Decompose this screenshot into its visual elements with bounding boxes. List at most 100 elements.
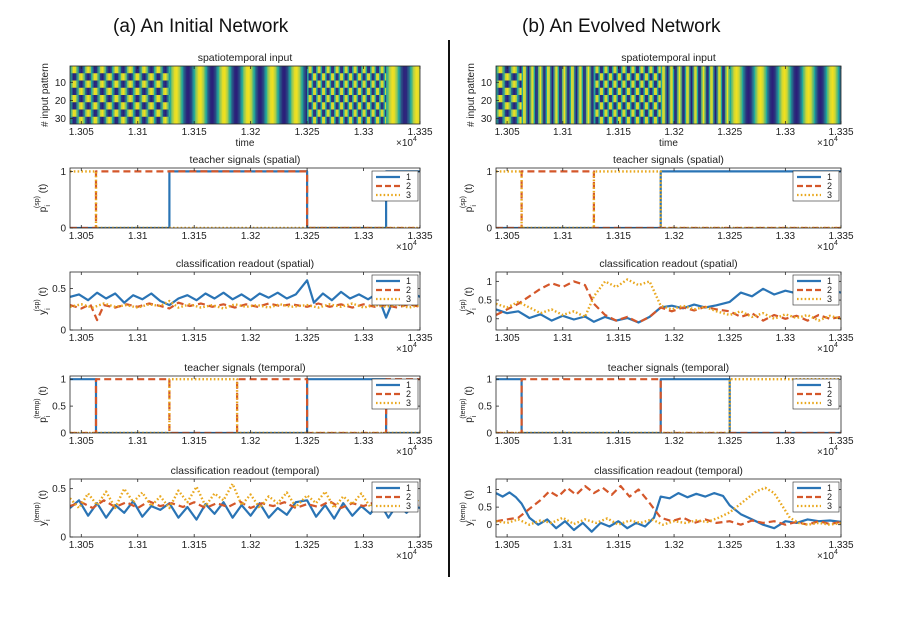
heatmap-cell [500,113,503,118]
heatmap-cell [328,80,330,85]
heatmap-cell [311,84,314,89]
heatmap-cell [566,66,569,124]
heatmap-cell [359,105,362,110]
heatmap-cell [777,66,780,124]
heatmap-cell [713,66,716,124]
heatmap-cell [647,120,650,124]
heatmap-cell [74,69,77,74]
heatmap-cell [314,76,317,81]
heatmap-cell [106,95,108,99]
heatmap-cell [343,102,345,107]
heatmap-cell [83,105,86,110]
heatmap-cell [634,113,637,118]
heatmap-cell [364,76,366,81]
heatmap-cell [89,76,92,81]
heatmap-cell [329,98,332,103]
heatmap-cell [169,84,170,89]
heatmap-cell [659,69,662,74]
y-axis-label: yi(sp) (t) [34,287,52,315]
heatmap-cell [610,116,613,121]
heatmap-cell [155,120,158,124]
heatmap-cell [94,87,96,92]
heatmap-cell [89,87,92,92]
heatmap-cell [274,66,277,124]
heatmap-cell [163,66,165,70]
heatmap-cell [340,80,342,85]
heatmap-cell [619,98,622,103]
heatmap-cell [89,69,92,74]
heatmap-cell [182,66,185,124]
heatmap-cell [338,98,341,103]
heatmap-cell [118,73,120,78]
y-tick-label: 30 [55,114,67,125]
heatmap-cell [77,105,80,110]
heatmap-cell [499,113,501,118]
heatmap-cell [127,98,129,103]
heatmap-cell [514,95,516,99]
heatmap-cell [617,113,620,118]
heatmap-cell [604,76,607,81]
heatmap-cell [148,69,150,74]
heatmap-cell [374,109,377,114]
heatmap-cell [314,113,317,118]
heatmap-cell [130,102,132,107]
heatmap-cell [658,98,661,103]
heatmap-cell [658,66,661,70]
heatmap-cell [110,73,113,78]
heatmap-cell [328,116,330,121]
heatmap-cell [145,105,147,110]
heatmap-cell [622,102,625,107]
heatmap-cell [343,80,345,85]
x-exponent: ×104 [396,549,417,562]
heatmap-cell [350,120,353,124]
heatmap-cell [509,69,512,74]
heatmap-cell [161,80,164,85]
heatmap-cell [644,84,647,89]
heatmap-cell [646,80,649,85]
heatmap-cell [154,113,156,118]
heatmap-cell [638,102,641,107]
heatmap-cell [344,120,347,124]
heatmap-cell [272,66,275,124]
heatmap-cell [352,73,354,78]
heatmap-cell [631,109,634,114]
heatmap-cell [100,66,102,70]
heatmap-cell [536,66,539,124]
heatmap-cell [502,69,504,74]
heatmap-cell [157,95,159,99]
heatmap-cell [313,69,315,74]
heatmap-cell [643,84,646,89]
heatmap-cell [620,66,623,70]
heatmap-cell [367,120,369,124]
heatmap-cell [325,87,327,92]
heatmap-cell [143,91,146,96]
heatmap-cell [743,66,746,124]
x-tick-label: 1.32 [241,540,261,551]
heatmap-cell [344,80,347,85]
heatmap-cell [74,105,77,110]
heatmap-cell [640,73,643,78]
heatmap-cell [656,102,659,107]
heatmap-cell [148,120,150,124]
heatmap-cell [550,66,552,124]
heatmap-cell [332,98,335,103]
heatmap-cell [122,102,125,107]
heatmap-cell [101,69,104,74]
heatmap-cell [632,109,635,114]
heatmap-cell [107,84,110,89]
heatmap-cell [314,116,317,121]
heatmap-cell [154,76,156,81]
heatmap-cell [227,66,230,124]
heatmap-cell [646,87,649,92]
heatmap-cell [506,116,509,121]
heatmap-cell [91,102,93,107]
heatmap-cell [326,120,329,124]
chart-teacher-signals-temporal-: teacher signals (temporal)00.511.305 1.31… [34,362,433,458]
heatmap-cell [619,113,622,118]
heatmap-cell [98,113,101,118]
heatmap-cell [520,91,522,96]
heatmap-cell [374,105,377,110]
heatmap-cell [367,69,369,74]
heatmap-cell [140,102,143,107]
heatmap-cell [616,120,619,124]
